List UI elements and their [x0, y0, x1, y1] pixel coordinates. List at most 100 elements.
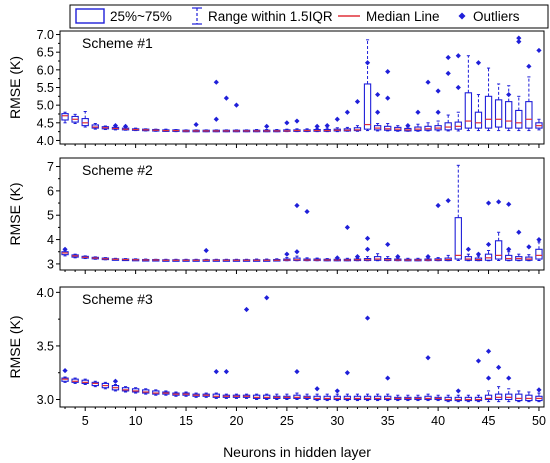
x-tick-label: 15 [179, 414, 193, 428]
outlier-point [425, 254, 431, 260]
outlier-point [294, 249, 300, 255]
outlier-point [455, 84, 461, 91]
box-n39 [424, 355, 432, 402]
box-n30 [333, 388, 341, 402]
box-n25 [283, 120, 291, 133]
box-n31 [343, 370, 352, 402]
outlier-point [294, 369, 300, 375]
box-n50 [535, 47, 543, 131]
box-n32 [353, 99, 362, 132]
panel-1: 4.0 4.5 5.0 5.5 6.0 6.5 7.0 RMSE (K) Scheme #1 [7, 28, 545, 148]
box-n21 [242, 129, 251, 133]
outlier-point [465, 246, 471, 252]
outlier-point [344, 109, 350, 115]
iqr-box [515, 109, 523, 129]
box-n33 [363, 235, 372, 262]
outlier-point [294, 118, 300, 124]
box-n19 [222, 95, 231, 133]
x-tick-label: 20 [230, 414, 244, 428]
box-n40 [434, 202, 442, 262]
outlier-point [304, 208, 310, 215]
box-n16 [192, 392, 200, 398]
box-n32 [353, 393, 362, 402]
outlier-point [385, 375, 391, 381]
box-n33 [363, 315, 372, 402]
box-n3 [61, 111, 69, 124]
box-n37 [404, 394, 412, 402]
box-n14 [172, 129, 180, 133]
box-n40 [434, 394, 442, 402]
box-n45 [484, 67, 493, 132]
box-n36 [394, 254, 402, 262]
outlier-point [294, 202, 300, 209]
box-n10 [131, 127, 140, 132]
box-n42 [454, 388, 462, 403]
y-tick-label: 3.0 [37, 393, 54, 407]
outlier-point [203, 247, 209, 254]
outlier-point [354, 254, 361, 260]
legend-outlier-marker [458, 12, 466, 20]
x-tick-label: 5 [82, 414, 89, 428]
y-tick-label: 4 [47, 233, 54, 247]
box-n22 [252, 258, 261, 262]
box-n50 [535, 236, 543, 262]
y-tick-label: 5.0 [37, 99, 54, 113]
outlier-point [243, 306, 250, 313]
y-tick-label: 5 [47, 209, 54, 223]
y-tick-label: 3.5 [37, 339, 54, 353]
outlier-point [526, 244, 532, 250]
iqr-box [484, 95, 493, 129]
box-n30 [333, 255, 341, 262]
box-n27 [303, 128, 311, 133]
y-tick-label: 6.0 [37, 63, 54, 77]
outlier-point [415, 109, 421, 115]
outlier-point [344, 224, 350, 230]
outlier-point [233, 102, 240, 108]
box-n9 [121, 258, 130, 262]
box-n35 [384, 375, 392, 402]
box-n13 [162, 390, 170, 396]
outlier-point [536, 236, 542, 243]
box-n4 [71, 113, 79, 125]
outlier-point [375, 91, 381, 98]
box-n14 [172, 391, 180, 397]
panel-frame [59, 157, 545, 271]
box-n48 [515, 35, 523, 132]
outlier-point [334, 116, 340, 122]
box-n24 [273, 129, 281, 133]
iqr-box [474, 111, 483, 129]
box-n18 [212, 258, 220, 262]
iqr-box [61, 113, 69, 121]
outlier-point [364, 60, 371, 66]
box-n39 [424, 79, 432, 132]
box-n7 [101, 257, 110, 261]
outlier-point [344, 370, 350, 376]
box-n3 [61, 246, 69, 257]
box-n7 [101, 125, 110, 131]
outlier-point [435, 202, 441, 209]
outlier-point [445, 198, 451, 204]
iqr-box [444, 122, 452, 131]
panel-title: Scheme #3 [82, 291, 153, 307]
box-n18 [212, 79, 220, 133]
outlier-point [385, 69, 391, 75]
x-tick-label: 40 [431, 414, 445, 428]
outlier-point [213, 79, 219, 85]
panel-3: 3.0 3.5 4.0 5 10 15 20 25 30 35 40 45 50 RMSE (K) Sche… [7, 286, 546, 428]
outlier-point [264, 123, 270, 129]
box-n20 [232, 393, 241, 399]
legend-range-label: Range within 1.5IQR [208, 9, 333, 24]
outlier-point [364, 246, 371, 252]
y-axis-label: RMSE (K) [7, 183, 23, 246]
iqr-box [363, 83, 372, 130]
box-n47 [505, 85, 513, 132]
box-n13 [162, 258, 170, 262]
box-n38 [414, 394, 422, 402]
outlier-point [314, 123, 320, 129]
legend-box-label: 25%~75% [110, 9, 172, 24]
box-n45 [484, 200, 493, 262]
box-n34 [373, 393, 382, 402]
box-n46 [494, 364, 503, 403]
box-n11 [142, 258, 150, 262]
outlier-point [536, 47, 542, 54]
